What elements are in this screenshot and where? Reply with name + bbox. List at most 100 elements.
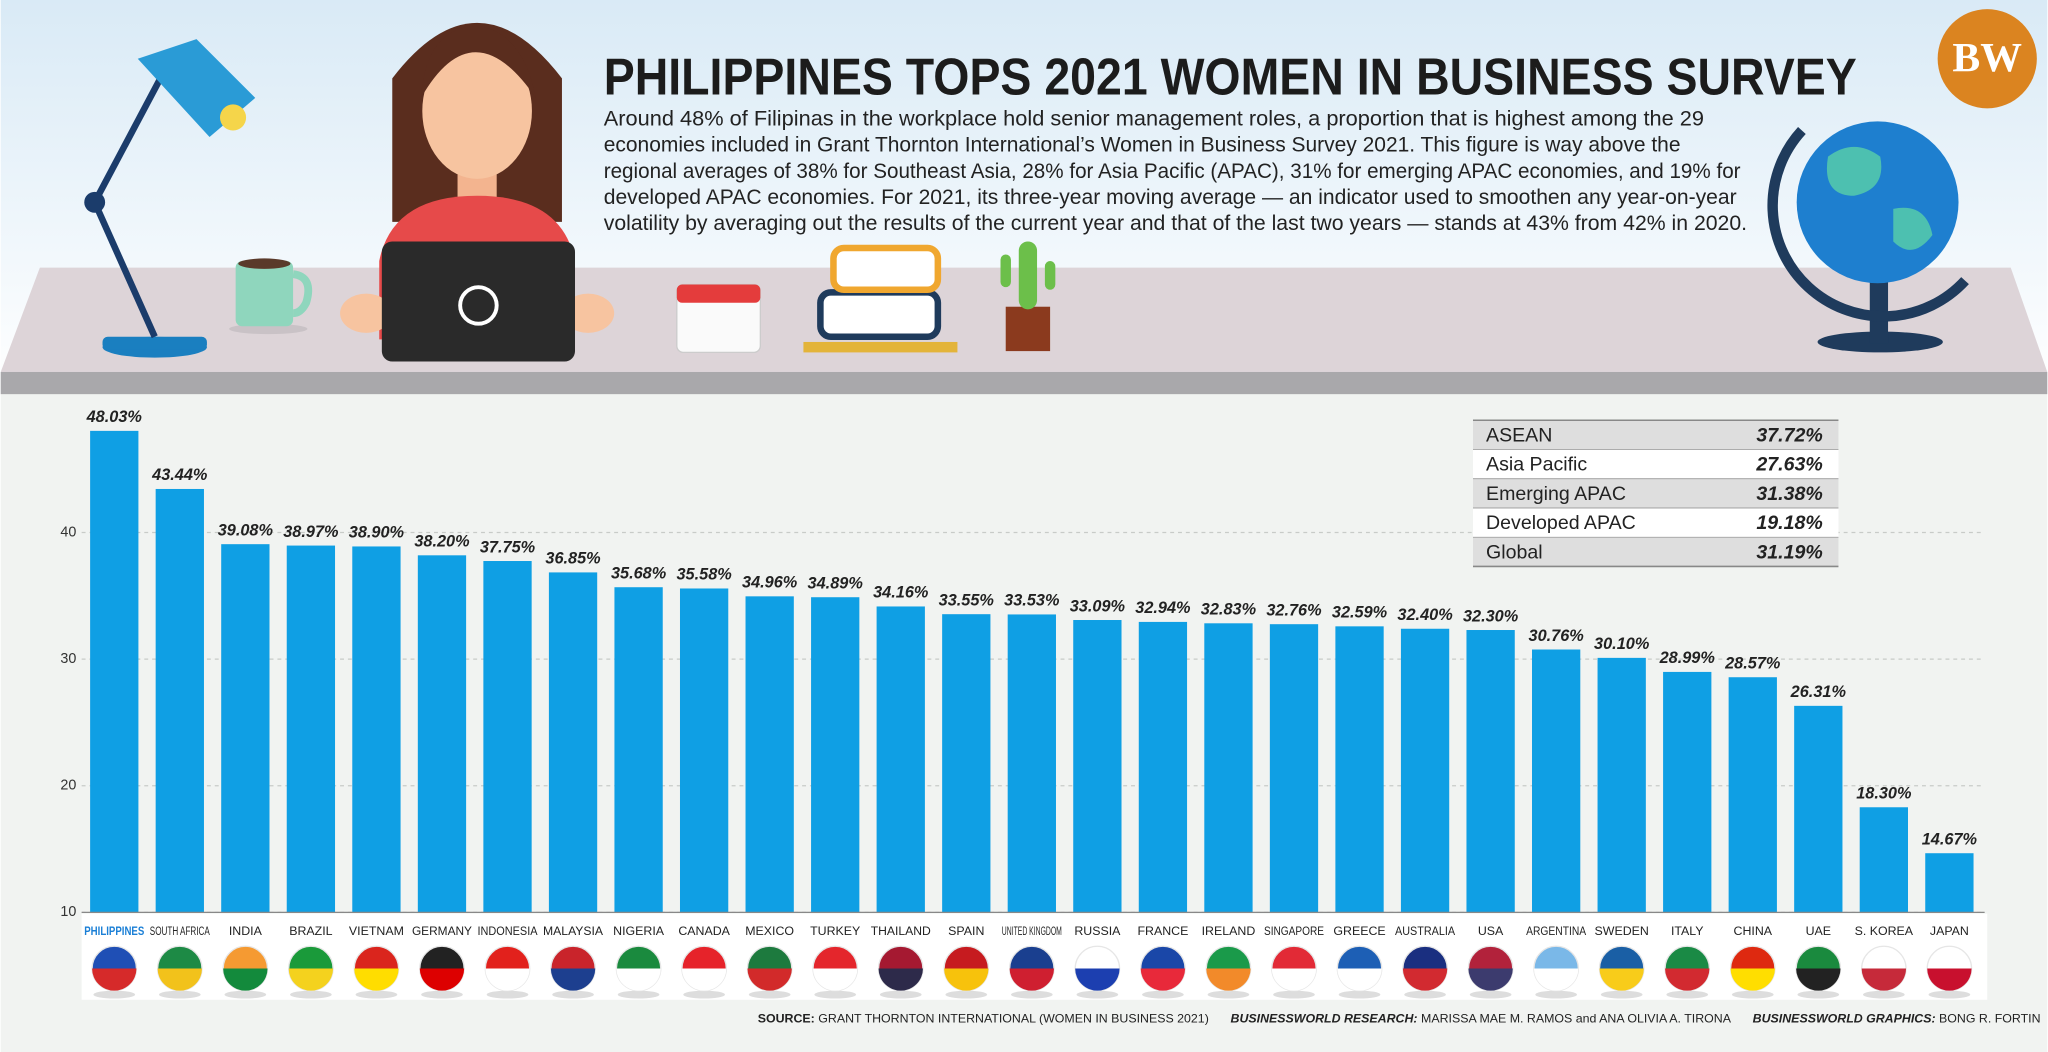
description-line: developed APAC economies. For 2021, its …	[604, 186, 1737, 209]
value-label: 48.03%	[86, 408, 143, 426]
value-label: 39.08%	[218, 521, 274, 539]
x-tick-label: UNITED KINGDOM	[1002, 924, 1062, 938]
value-label: 28.57%	[1724, 654, 1781, 672]
flag-shadow	[1600, 990, 1643, 999]
x-tick-label: INDONESIA	[477, 924, 538, 938]
flag-detail	[878, 968, 923, 991]
flag-detail	[1796, 968, 1841, 991]
x-tick-label: USA	[1478, 924, 1504, 938]
value-label: 14.67%	[1922, 830, 1978, 848]
value-label: 30.76%	[1529, 627, 1585, 645]
value-label: 33.53%	[1004, 592, 1060, 610]
flag-detail	[681, 968, 727, 991]
x-tick-label: SWEDEN	[1595, 924, 1649, 938]
bar	[1597, 657, 1646, 913]
bar	[483, 561, 532, 913]
y-tick-label: 20	[60, 778, 76, 794]
summary-value: 31.38%	[1756, 483, 1822, 505]
description-line: volatility by averaging out the results …	[604, 212, 1747, 235]
bar	[417, 555, 467, 913]
flag-shadow	[1862, 990, 1905, 999]
value-label: 33.09%	[1070, 597, 1126, 615]
summary-label: Asia Pacific	[1486, 454, 1587, 476]
x-tick-label: BRAZIL	[289, 924, 332, 938]
value-label: 33.55%	[939, 591, 995, 609]
x-tick-label: GERMANY	[412, 924, 472, 938]
summary-value: 31.19%	[1756, 541, 1822, 563]
source-text: GRANT THORNTON INTERNATIONAL (WOMEN IN B…	[818, 1012, 1209, 1026]
logo: BW	[1952, 35, 2022, 81]
bar	[90, 430, 139, 913]
flag-detail	[1861, 968, 1907, 991]
summary-row	[1472, 420, 1839, 450]
bar	[1269, 624, 1319, 913]
flag-detail	[1665, 968, 1710, 991]
value-label: 34.16%	[873, 584, 929, 602]
flag-detail	[1140, 968, 1186, 991]
x-tick-label: NIGERIA	[613, 924, 665, 938]
value-label: 38.97%	[283, 523, 339, 541]
x-tick-label: FRANCE	[1137, 924, 1188, 938]
bar	[221, 544, 270, 913]
flag-shadow	[748, 990, 791, 999]
summary-label: Global	[1486, 541, 1543, 563]
bar	[1728, 677, 1777, 913]
flag-detail	[1927, 968, 1972, 991]
value-label: 32.94%	[1135, 599, 1191, 617]
x-tick-label: SINGAPORE	[1264, 924, 1324, 938]
bar	[1073, 620, 1122, 913]
value-label: 38.20%	[414, 533, 470, 551]
flag-shadow	[355, 990, 398, 999]
value-label: 32.76%	[1266, 601, 1322, 619]
y-tick-label: 10	[60, 904, 76, 920]
research-label: BUSINESSWORLD RESEARCH:	[1231, 1012, 1418, 1026]
flag-detail	[1402, 968, 1448, 991]
value-label: 36.85%	[545, 550, 601, 568]
flag-shadow	[1010, 990, 1053, 999]
flag-detail	[1533, 968, 1579, 991]
x-tick-label: SPAIN	[948, 924, 984, 938]
x-tick-label: JAPAN	[1930, 924, 1969, 938]
x-tick-label: MALAYSIA	[543, 924, 604, 938]
research-text: MARISSA MAE M. RAMOS and ANA OLIVIA A. T…	[1421, 1012, 1732, 1026]
flag-detail	[485, 968, 530, 991]
source: SOURCE: GRANT THORNTON INTERNATIONAL (WO…	[758, 1012, 2041, 1026]
graphics-text: BONG R. FORTIN	[1939, 1012, 2041, 1026]
flag-shadow	[1731, 990, 1774, 999]
summary-row	[1472, 507, 1839, 538]
y-tick-label: 40	[60, 524, 76, 540]
bar	[876, 606, 925, 913]
bar	[1204, 623, 1253, 913]
x-tick-label: THAILAND	[871, 924, 931, 938]
x-tick-label: UAE	[1806, 924, 1831, 938]
flag-shadow	[224, 990, 267, 999]
x-tick-label: SOUTH AFRICA	[150, 924, 211, 938]
globe	[1767, 121, 1969, 353]
flag-detail	[92, 968, 137, 991]
flag-shadow	[1273, 990, 1315, 999]
flag-detail	[288, 968, 334, 991]
bar	[1663, 671, 1712, 913]
summary-row	[1472, 449, 1839, 479]
x-tick-label: IRELAND	[1202, 924, 1256, 938]
graphics-label: BUSINESSWORLD GRAPHICS:	[1753, 1012, 1936, 1026]
flag-detail	[616, 968, 661, 991]
summary-value: 37.72%	[1756, 424, 1822, 446]
flag-shadow	[1207, 990, 1250, 999]
flag-detail	[1599, 968, 1644, 991]
value-label: 32.40%	[1397, 606, 1453, 624]
value-label: 26.31%	[1790, 683, 1847, 701]
summary-table: ASEAN 37.72% Asia Pacific 27.63% Emerging AP…	[1472, 419, 1839, 568]
x-tick-label: AUSTRALIA	[1395, 924, 1456, 938]
x-tick-label: INDIA	[229, 924, 263, 938]
x-tick-label: CHINA	[1734, 924, 1773, 938]
flag-detail	[354, 968, 399, 991]
description: Around 48% of Filipinas in the workplace…	[604, 108, 1747, 235]
x-tick-label: MEXICO	[745, 924, 794, 938]
bar	[352, 546, 401, 913]
x-tick-label: GREECE	[1333, 924, 1385, 938]
flag-shadow	[617, 990, 660, 999]
x-tick-label: VIETNAM	[349, 924, 404, 938]
value-label: 32.83%	[1201, 601, 1257, 619]
